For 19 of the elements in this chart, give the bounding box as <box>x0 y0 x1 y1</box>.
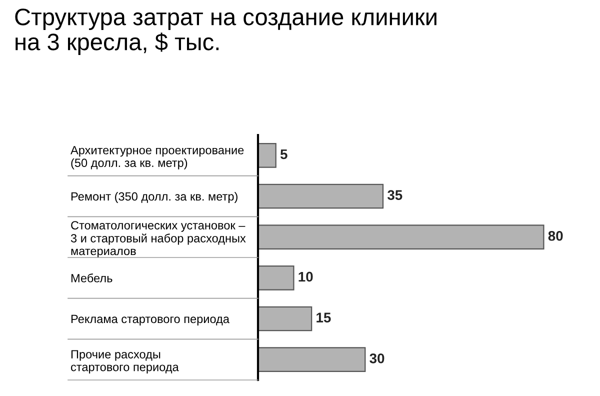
y-tick-label: Архитектурное проектирование (50 долл. за кв. метр) <box>70 146 244 170</box>
data-label: 5 <box>280 149 288 160</box>
bar <box>258 347 366 372</box>
y-tick-label: Прочие расходы стартового периода <box>71 350 179 374</box>
bar <box>258 143 276 168</box>
data-label: 10 <box>298 272 313 282</box>
bar <box>258 266 294 290</box>
bar <box>258 224 544 250</box>
bar <box>258 306 312 332</box>
data-label: 80 <box>548 230 563 241</box>
chart-title: Структура затрат на создание клиники на 3 кресла, $ тыс. <box>15 8 436 56</box>
data-label: 15 <box>316 312 331 322</box>
y-tick-label: Мебель <box>71 274 112 282</box>
data-label: 30 <box>370 353 384 364</box>
y-tick-label: Стоматологических установок – 3 и стартовый набор расходных материалов <box>70 221 246 258</box>
data-label: 35 <box>387 190 402 200</box>
y-tick-label: Реклама стартового периода <box>71 314 230 326</box>
y-tick-label: Ремонт (350 долл. за кв. метр) <box>71 192 238 203</box>
bar <box>258 184 384 209</box>
